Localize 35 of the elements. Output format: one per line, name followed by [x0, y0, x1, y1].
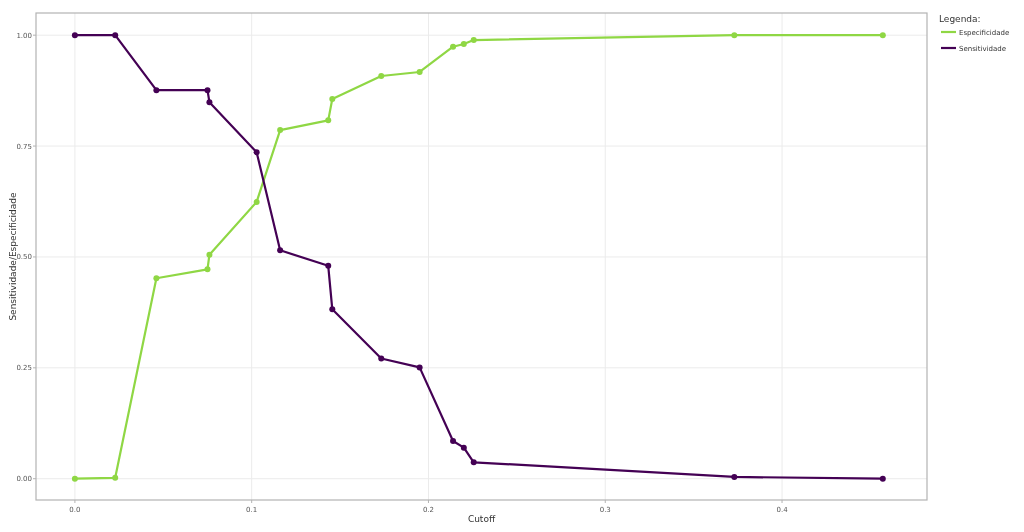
point — [470, 459, 477, 466]
point — [329, 306, 336, 313]
point — [731, 32, 738, 39]
point — [71, 475, 78, 482]
point — [253, 149, 260, 156]
point — [325, 117, 332, 124]
point — [112, 32, 119, 39]
point — [416, 364, 423, 371]
point — [879, 475, 886, 482]
point — [112, 474, 119, 481]
point — [277, 127, 284, 134]
point — [71, 32, 78, 39]
point — [206, 251, 213, 258]
point — [470, 37, 477, 44]
y-axis-title: Sensitividade/Especificidade — [8, 191, 18, 321]
point — [253, 198, 260, 205]
point — [416, 68, 423, 75]
x-axis-title: Cutoff — [467, 514, 496, 524]
point — [460, 444, 467, 451]
point — [153, 275, 160, 282]
point — [206, 99, 213, 106]
point — [277, 247, 284, 254]
point — [378, 355, 385, 362]
point — [204, 266, 211, 273]
point — [731, 473, 738, 480]
point — [204, 87, 211, 94]
point — [378, 72, 385, 79]
point — [325, 262, 332, 269]
point — [450, 43, 457, 50]
legend-title: Legenda: — [939, 14, 981, 24]
point — [329, 96, 336, 103]
point — [153, 87, 160, 94]
point — [450, 438, 457, 445]
point — [879, 32, 886, 39]
point — [460, 41, 467, 48]
